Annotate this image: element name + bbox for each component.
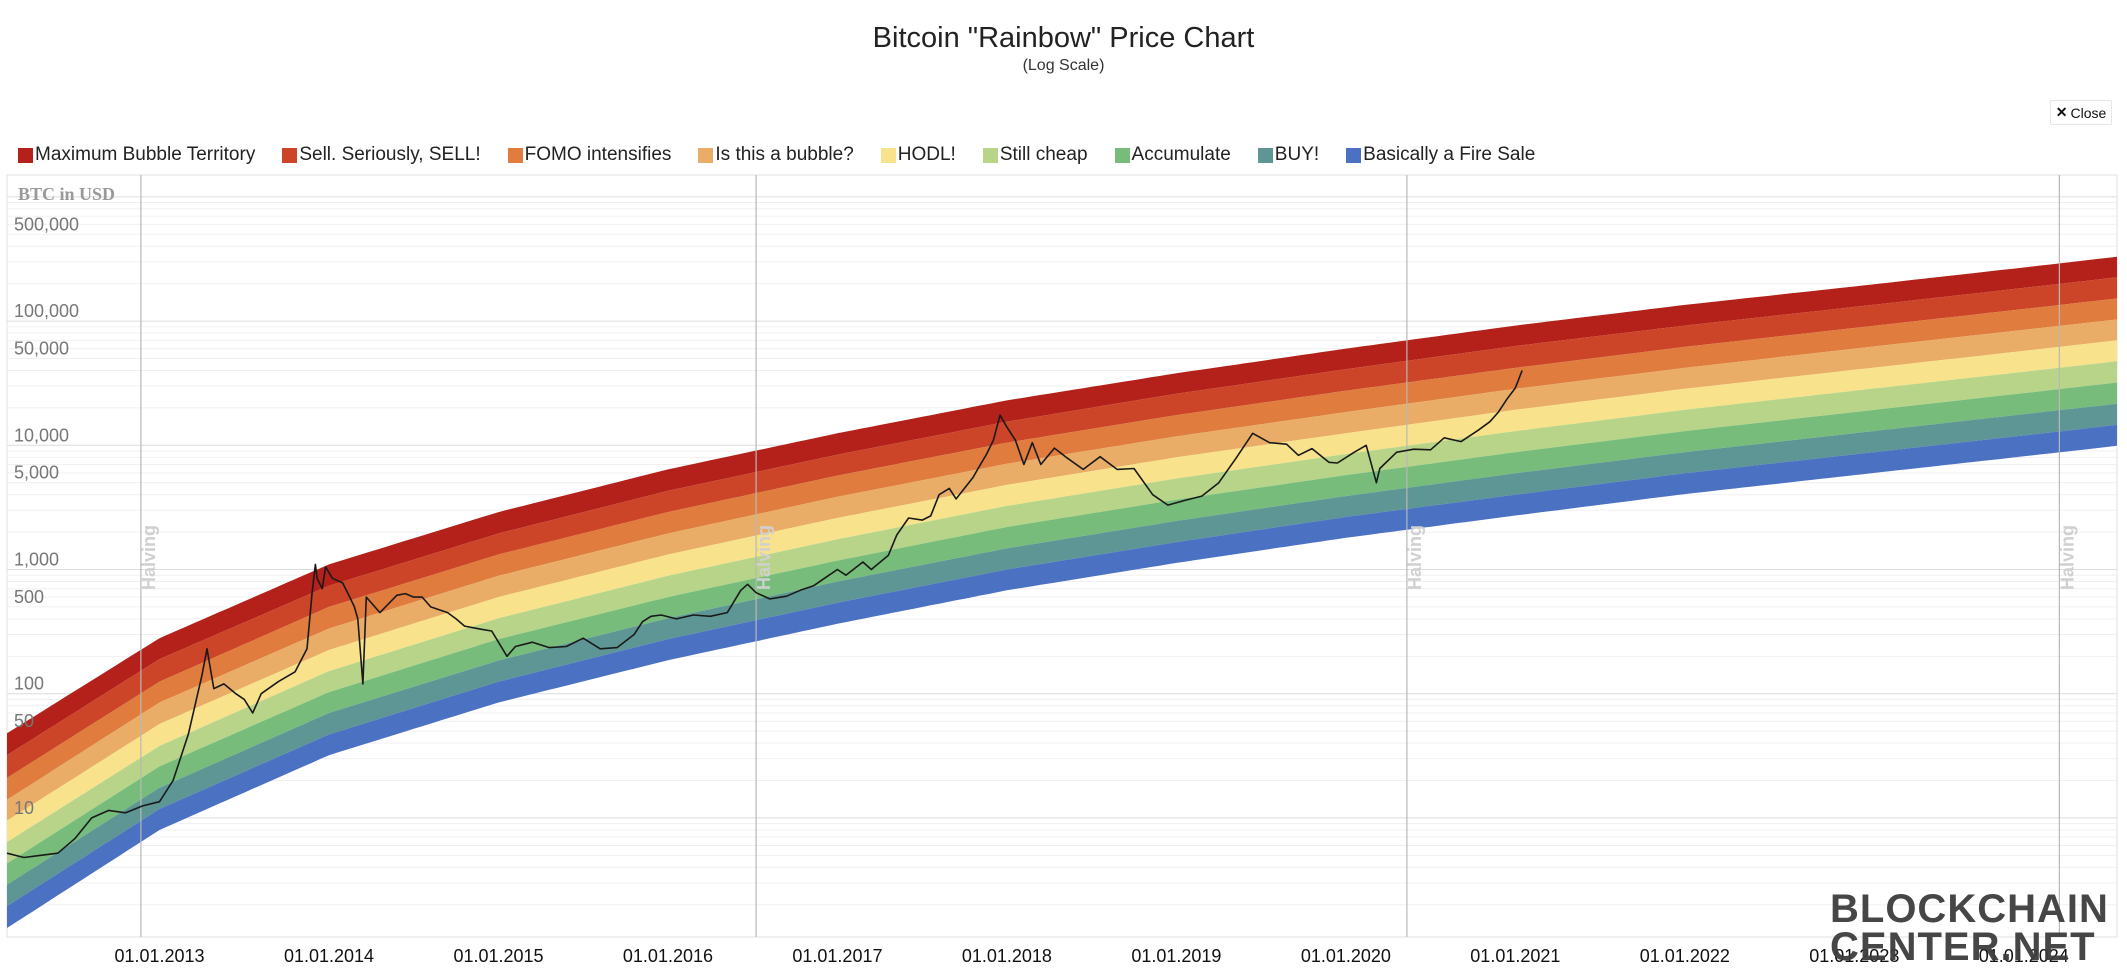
x-tick-label: 01.01.2022 — [1640, 946, 1730, 966]
logo-line-1: BLOCKCHAIN — [1830, 887, 2109, 931]
x-tick-label: 01.01.2014 — [284, 946, 374, 966]
x-axis: 01.01.2013 01.01.2014 01.01.2015 01.01.2016… — [114, 946, 2068, 966]
legend-swatch — [18, 147, 33, 163]
logo-line-2: CENTER.NET — [1830, 925, 2096, 969]
rainbow-bands — [7, 256, 2117, 928]
legend-swatch — [282, 147, 298, 163]
legend-label: Basically a Fire Sale — [1363, 144, 1536, 165]
chart-legend: Maximum Bubble Territory Sell. Seriously… — [18, 142, 1562, 168]
legend-swatch — [507, 147, 523, 163]
legend-label: Maximum Bubble Territory — [35, 144, 256, 165]
legend-item[interactable]: Is this a bubble? — [698, 144, 854, 166]
y-tick-label: 5,000 — [14, 463, 59, 483]
y-tick-label: 500,000 — [14, 214, 79, 234]
legend-swatch — [1114, 147, 1130, 163]
legend-item[interactable]: Sell. Seriously, SELL! — [282, 144, 481, 166]
legend-label: BUY! — [1274, 144, 1320, 165]
legend-label: Sell. Seriously, SELL! — [299, 144, 481, 165]
y-tick-label: 100,000 — [14, 301, 79, 321]
legend-item[interactable]: Accumulate — [1114, 144, 1231, 166]
close-label: Close — [2070, 104, 2107, 121]
legend-item[interactable]: FOMO intensifies — [507, 144, 672, 166]
x-tick-label: 01.01.2024 — [1979, 946, 2069, 966]
y-axis: 500,000 100,000 50,000 10,000 5,000 1,000 500 1… — [14, 214, 79, 818]
legend-item[interactable]: Still cheap — [982, 144, 1088, 166]
plot-border — [6, 174, 2118, 938]
legend-item[interactable]: Basically a Fire Sale — [1346, 144, 1535, 166]
x-tick-label: 01.01.2017 — [792, 946, 882, 966]
x-tick-label: 01.01.2016 — [623, 946, 713, 966]
y-tick-label: 1,000 — [14, 550, 59, 570]
legend-label: Still cheap — [999, 144, 1088, 165]
chart-title: Bitcoin "Rainbow" Price Chart — [872, 22, 1255, 54]
x-tick-label: 01.01.2019 — [1131, 946, 1221, 966]
y-tick-label: 10 — [14, 798, 34, 818]
y-tick-label: 500 — [14, 587, 44, 607]
y-tick-label: 50,000 — [14, 338, 69, 358]
y-tick-label: 50 — [14, 711, 34, 731]
close-icon: ✕ — [2055, 104, 2068, 120]
chart-subtitle: (Log Scale) — [1022, 57, 1105, 74]
legend-swatch — [880, 147, 896, 163]
legend-item[interactable]: BUY! — [1257, 144, 1320, 166]
halving-markers: Halving Halving Halving Halving — [139, 175, 2077, 937]
halving-label: Halving — [754, 525, 774, 590]
halving-label: Halving — [139, 525, 159, 590]
legend-swatch — [698, 147, 714, 163]
gridlines — [7, 196, 2117, 906]
x-tick-label: 01.01.2023 — [1809, 946, 1899, 966]
y-axis-title: BTC in USD — [18, 184, 115, 204]
y-tick-label: 10,000 — [14, 425, 69, 445]
legend-swatch — [1346, 147, 1362, 163]
legend-swatch — [982, 147, 998, 163]
legend-label: Accumulate — [1131, 144, 1231, 165]
halving-label: Halving — [2057, 525, 2077, 590]
blockchaincenter-logo: BLOCKCHAIN CENTER.NET — [1830, 887, 2109, 969]
legend-item[interactable]: HODL! — [880, 144, 956, 166]
close-button[interactable]: ✕ Close — [2050, 100, 2112, 125]
legend-swatch — [1257, 147, 1273, 163]
x-tick-label: 01.01.2018 — [962, 946, 1052, 966]
price-series — [6, 370, 1523, 859]
legend-label: FOMO intensifies — [524, 144, 672, 165]
x-tick-label: 01.01.2013 — [114, 946, 204, 966]
halving-label: Halving — [1405, 525, 1425, 590]
legend-label: HODL! — [897, 144, 956, 165]
legend-label: Is this a bubble? — [715, 144, 854, 165]
legend-item[interactable]: Maximum Bubble Territory — [18, 144, 255, 166]
x-tick-label: 01.01.2020 — [1301, 946, 1391, 966]
x-tick-label: 01.01.2021 — [1470, 946, 1560, 966]
x-tick-label: 01.01.2015 — [453, 946, 543, 966]
y-tick-label: 100 — [14, 674, 44, 694]
price-line — [6, 370, 1523, 859]
